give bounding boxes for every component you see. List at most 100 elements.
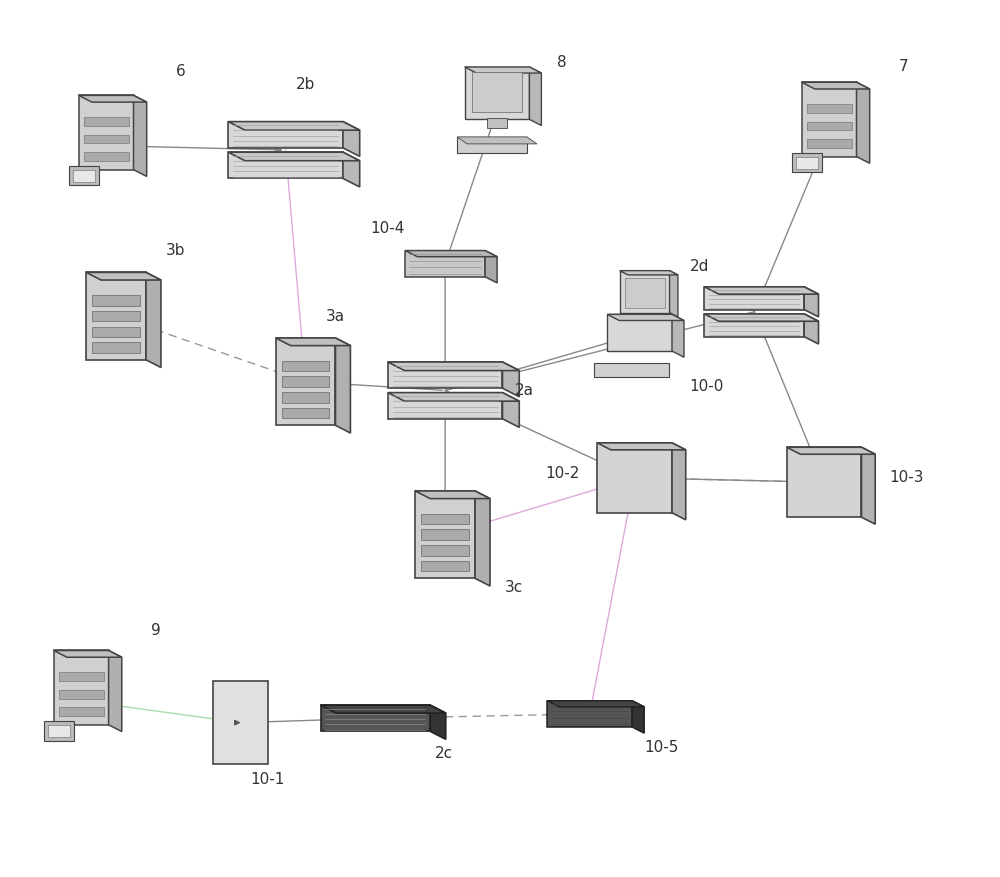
Text: 10-3: 10-3	[889, 470, 923, 485]
Polygon shape	[704, 314, 804, 337]
Polygon shape	[597, 443, 672, 513]
Text: 6: 6	[176, 64, 186, 79]
Polygon shape	[804, 314, 819, 344]
Text: 3a: 3a	[325, 309, 345, 324]
Text: 9: 9	[151, 624, 161, 638]
Polygon shape	[594, 363, 669, 377]
Polygon shape	[343, 153, 360, 187]
Polygon shape	[92, 342, 140, 353]
Polygon shape	[228, 122, 360, 130]
Text: 3b: 3b	[166, 243, 185, 258]
Polygon shape	[54, 651, 109, 724]
Polygon shape	[59, 673, 104, 681]
Polygon shape	[276, 338, 335, 425]
Polygon shape	[787, 447, 875, 454]
Polygon shape	[213, 681, 268, 764]
Polygon shape	[672, 443, 686, 520]
Polygon shape	[502, 362, 519, 396]
Polygon shape	[704, 287, 819, 294]
Text: 2a: 2a	[515, 383, 534, 398]
Text: 2d: 2d	[689, 259, 709, 274]
Polygon shape	[485, 251, 497, 283]
Polygon shape	[430, 705, 446, 739]
Polygon shape	[48, 724, 70, 737]
Polygon shape	[388, 393, 519, 401]
Polygon shape	[457, 137, 527, 153]
Polygon shape	[282, 392, 329, 403]
Polygon shape	[84, 118, 129, 126]
Polygon shape	[607, 314, 684, 320]
Text: 10-5: 10-5	[645, 739, 679, 754]
Polygon shape	[282, 408, 329, 418]
Text: 10-4: 10-4	[370, 221, 405, 236]
Polygon shape	[421, 561, 469, 572]
Polygon shape	[804, 287, 819, 317]
Polygon shape	[802, 82, 857, 157]
Polygon shape	[84, 135, 129, 144]
Polygon shape	[704, 314, 819, 321]
Polygon shape	[69, 166, 99, 185]
Text: 10-2: 10-2	[545, 466, 579, 481]
Text: 2b: 2b	[296, 77, 315, 92]
Polygon shape	[405, 251, 485, 277]
Polygon shape	[597, 443, 686, 450]
Polygon shape	[343, 122, 360, 156]
Polygon shape	[415, 491, 475, 578]
Polygon shape	[282, 360, 329, 371]
Polygon shape	[79, 96, 147, 102]
Polygon shape	[84, 153, 129, 161]
Polygon shape	[472, 72, 522, 112]
Polygon shape	[672, 314, 684, 357]
Text: 3c: 3c	[505, 580, 523, 595]
Polygon shape	[787, 447, 861, 517]
Polygon shape	[92, 296, 140, 305]
Text: 2c: 2c	[435, 745, 453, 760]
Polygon shape	[547, 701, 644, 707]
Polygon shape	[415, 491, 490, 499]
Polygon shape	[792, 153, 822, 172]
Polygon shape	[73, 169, 95, 182]
Text: 7: 7	[899, 60, 909, 75]
Polygon shape	[502, 393, 519, 427]
Text: 10-1: 10-1	[251, 772, 285, 787]
Polygon shape	[86, 273, 161, 280]
Polygon shape	[807, 104, 852, 113]
Polygon shape	[487, 118, 507, 128]
Polygon shape	[625, 278, 665, 308]
Polygon shape	[92, 310, 140, 321]
Polygon shape	[44, 721, 74, 740]
Polygon shape	[134, 96, 147, 176]
Polygon shape	[607, 314, 672, 351]
Polygon shape	[547, 701, 632, 727]
Polygon shape	[79, 96, 134, 169]
Polygon shape	[86, 273, 146, 360]
Polygon shape	[388, 393, 502, 419]
Polygon shape	[228, 153, 343, 178]
Polygon shape	[54, 651, 122, 657]
Polygon shape	[465, 67, 541, 73]
Polygon shape	[421, 514, 469, 524]
Polygon shape	[276, 338, 350, 346]
Polygon shape	[620, 271, 678, 275]
Polygon shape	[59, 690, 104, 699]
Polygon shape	[335, 338, 350, 433]
Polygon shape	[802, 82, 870, 89]
Polygon shape	[388, 362, 502, 389]
Polygon shape	[320, 705, 446, 713]
Polygon shape	[109, 651, 122, 731]
Polygon shape	[475, 491, 490, 586]
Polygon shape	[405, 251, 497, 257]
Polygon shape	[861, 447, 875, 524]
Polygon shape	[670, 271, 678, 317]
Polygon shape	[228, 153, 360, 160]
Polygon shape	[92, 326, 140, 337]
Polygon shape	[807, 139, 852, 148]
Polygon shape	[421, 545, 469, 556]
Polygon shape	[388, 362, 519, 371]
Text: 8: 8	[557, 55, 566, 70]
Polygon shape	[457, 137, 537, 144]
Polygon shape	[796, 157, 818, 168]
Polygon shape	[320, 705, 430, 731]
Polygon shape	[857, 82, 870, 163]
Polygon shape	[228, 122, 343, 148]
